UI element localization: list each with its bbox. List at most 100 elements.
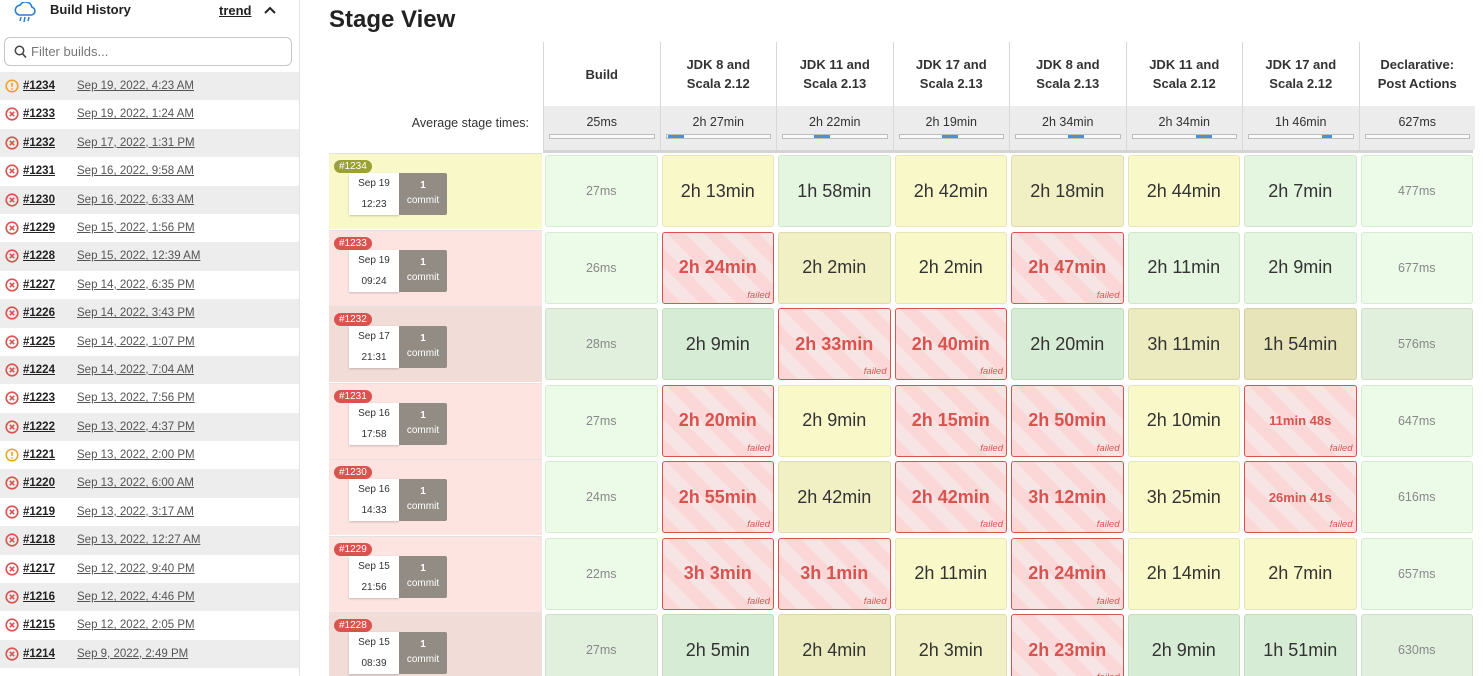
commit-count-box[interactable]: 1 commit: [399, 479, 447, 521]
build-number-link[interactable]: #1230: [23, 193, 55, 206]
stage-cell[interactable]: 1h 51min: [1244, 614, 1357, 676]
build-number-link[interactable]: #1234: [23, 80, 55, 92]
build-number-link[interactable]: #1218: [23, 534, 55, 547]
stage-cell[interactable]: 3h 12min failed: [1011, 461, 1124, 533]
commit-count-box[interactable]: 1 commit: [399, 249, 447, 292]
stage-cell[interactable]: 1h 54min: [1244, 308, 1357, 380]
build-number-link[interactable]: #1228: [23, 250, 55, 263]
stage-cell[interactable]: 11min 48s failed: [1244, 384, 1357, 457]
build-number-link[interactable]: #1232: [23, 136, 55, 149]
build-date-link[interactable]: Sep 12, 2022, 9:40 PM: [77, 562, 195, 575]
build-history-row[interactable]: #1219 Sep 13, 2022, 3:17 AM: [0, 497, 299, 527]
stage-cell[interactable]: 2h 24min failed: [1011, 537, 1124, 610]
build-date-link[interactable]: Sep 13, 2022, 7:56 PM: [77, 392, 195, 405]
build-date-link[interactable]: Sep 15, 2022, 12:39 AM: [77, 250, 201, 263]
stage-cell[interactable]: 647ms: [1360, 384, 1473, 457]
stage-cell[interactable]: 28ms: [545, 308, 658, 380]
stage-cell[interactable]: 616ms: [1360, 461, 1473, 533]
build-row-header[interactable]: #1234 Sep 19 12:23 1 commit: [329, 153, 542, 229]
build-number-link[interactable]: #1222: [23, 420, 55, 433]
build-row-header[interactable]: #1228 Sep 15 08:39 1 commit: [329, 612, 542, 676]
stage-cell[interactable]: 3h 1min failed: [778, 537, 891, 610]
stage-cell[interactable]: 2h 9min: [778, 384, 891, 457]
stage-cell[interactable]: 2h 14min: [1127, 537, 1240, 610]
build-number-link[interactable]: #1217: [23, 562, 55, 575]
build-badge[interactable]: #1232: [334, 313, 372, 326]
stage-cell[interactable]: 2h 9min: [1244, 231, 1357, 304]
stage-cell[interactable]: 2h 42min: [778, 461, 891, 533]
build-date-link[interactable]: Sep 13, 2022, 2:00 PM: [77, 449, 195, 462]
stage-cell[interactable]: 2h 2min: [894, 231, 1007, 304]
build-number-link[interactable]: #1227: [23, 278, 55, 291]
stage-cell[interactable]: 3h 3min failed: [661, 537, 774, 610]
filter-builds-input[interactable]: [31, 42, 286, 61]
build-number-link[interactable]: #1214: [23, 647, 55, 660]
build-number-link[interactable]: #1220: [23, 477, 55, 490]
build-history-row[interactable]: #1229 Sep 15, 2022, 1:56 PM: [0, 213, 299, 243]
build-history-row[interactable]: #1234 Sep 19, 2022, 4:23 AM: [0, 72, 299, 101]
stage-cell[interactable]: 677ms: [1360, 231, 1473, 304]
build-date-link[interactable]: Sep 9, 2022, 2:49 PM: [77, 647, 189, 660]
build-number-link[interactable]: #1226: [23, 307, 55, 320]
stage-cell[interactable]: 27ms: [545, 155, 658, 227]
build-row-header[interactable]: #1229 Sep 15 21:56 1 commit: [329, 535, 542, 612]
build-date-link[interactable]: Sep 13, 2022, 6:00 AM: [77, 477, 195, 490]
build-history-row[interactable]: #1215 Sep 12, 2022, 2:05 PM: [0, 611, 299, 640]
build-row-header[interactable]: #1233 Sep 19 09:24 1 commit: [329, 229, 542, 306]
stage-cell[interactable]: 2h 9min: [1127, 614, 1240, 676]
build-badge[interactable]: #1229: [334, 542, 372, 556]
stage-cell[interactable]: 2h 42min: [894, 155, 1007, 227]
build-date-link[interactable]: Sep 12, 2022, 2:05 PM: [77, 619, 195, 632]
build-badge[interactable]: #1228: [334, 619, 372, 632]
build-history-row[interactable]: #1220 Sep 13, 2022, 6:00 AM: [0, 469, 299, 498]
build-date-link[interactable]: Sep 12, 2022, 4:46 PM: [77, 591, 195, 604]
stage-cell[interactable]: 2h 55min failed: [661, 461, 774, 533]
stage-cell[interactable]: 3h 25min: [1127, 461, 1240, 533]
build-number-link[interactable]: #1216: [23, 591, 55, 604]
build-history-row[interactable]: #1217 Sep 12, 2022, 9:40 PM: [0, 554, 299, 584]
build-row-header[interactable]: #1231 Sep 16 17:58 1 commit: [329, 382, 542, 459]
stage-cell[interactable]: 2h 5min: [661, 614, 774, 676]
commit-count-box[interactable]: 1 commit: [399, 402, 447, 445]
stage-cell[interactable]: 27ms: [545, 614, 658, 676]
stage-cell[interactable]: 26ms: [545, 231, 658, 304]
build-row-header[interactable]: #1232 Sep 17 21:31 1 commit: [329, 306, 542, 382]
stage-cell[interactable]: 2h 4min: [778, 614, 891, 676]
stage-cell[interactable]: 477ms: [1360, 155, 1473, 227]
build-history-row[interactable]: #1232 Sep 17, 2022, 1:31 PM: [0, 128, 299, 158]
commit-count-box[interactable]: 1 commit: [399, 632, 447, 674]
stage-cell[interactable]: 2h 44min: [1127, 155, 1240, 227]
stage-cell[interactable]: 2h 7min: [1244, 155, 1357, 227]
build-date-link[interactable]: Sep 19, 2022, 1:24 AM: [77, 108, 195, 121]
build-date-link[interactable]: Sep 16, 2022, 9:58 AM: [77, 165, 195, 178]
stage-cell[interactable]: 24ms: [545, 461, 658, 533]
stage-cell[interactable]: 2h 3min: [894, 614, 1007, 676]
build-date-link[interactable]: Sep 19, 2022, 4:23 AM: [77, 80, 195, 92]
commit-count-box[interactable]: 1 commit: [399, 173, 447, 215]
build-number-link[interactable]: #1221: [23, 449, 55, 462]
stage-cell[interactable]: 2h 23min failed: [1011, 614, 1124, 676]
build-number-link[interactable]: #1215: [23, 619, 55, 632]
build-badge[interactable]: #1231: [334, 389, 372, 403]
build-row-header[interactable]: #1230 Sep 16 14:33 1 commit: [329, 459, 542, 535]
stage-cell[interactable]: 2h 50min failed: [1011, 384, 1124, 457]
build-history-row[interactable]: #1231 Sep 16, 2022, 9:58 AM: [0, 157, 299, 186]
build-date-link[interactable]: Sep 15, 2022, 1:56 PM: [77, 221, 195, 234]
stage-cell[interactable]: 1h 58min: [778, 155, 891, 227]
stage-cell[interactable]: 2h 42min failed: [894, 461, 1007, 533]
stage-cell[interactable]: 2h 33min failed: [778, 308, 891, 380]
stage-cell[interactable]: 2h 40min failed: [894, 308, 1007, 380]
stage-cell[interactable]: 2h 2min: [778, 231, 891, 304]
build-badge[interactable]: #1234: [334, 160, 372, 173]
stage-cell[interactable]: 576ms: [1360, 308, 1473, 380]
build-date-link[interactable]: Sep 13, 2022, 3:17 AM: [77, 505, 195, 518]
build-number-link[interactable]: #1229: [23, 221, 55, 234]
stage-cell[interactable]: 2h 13min: [661, 155, 774, 227]
build-history-row[interactable]: #1223 Sep 13, 2022, 7:56 PM: [0, 384, 299, 413]
build-history-row[interactable]: #1216 Sep 12, 2022, 4:46 PM: [0, 583, 299, 612]
build-history-row[interactable]: #1227 Sep 14, 2022, 6:35 PM: [0, 270, 299, 300]
build-history-row[interactable]: #1225 Sep 14, 2022, 1:07 PM: [0, 327, 299, 356]
build-date-link[interactable]: Sep 13, 2022, 4:37 PM: [77, 420, 195, 433]
build-badge[interactable]: #1233: [334, 236, 372, 250]
build-date-link[interactable]: Sep 14, 2022, 1:07 PM: [77, 335, 195, 348]
